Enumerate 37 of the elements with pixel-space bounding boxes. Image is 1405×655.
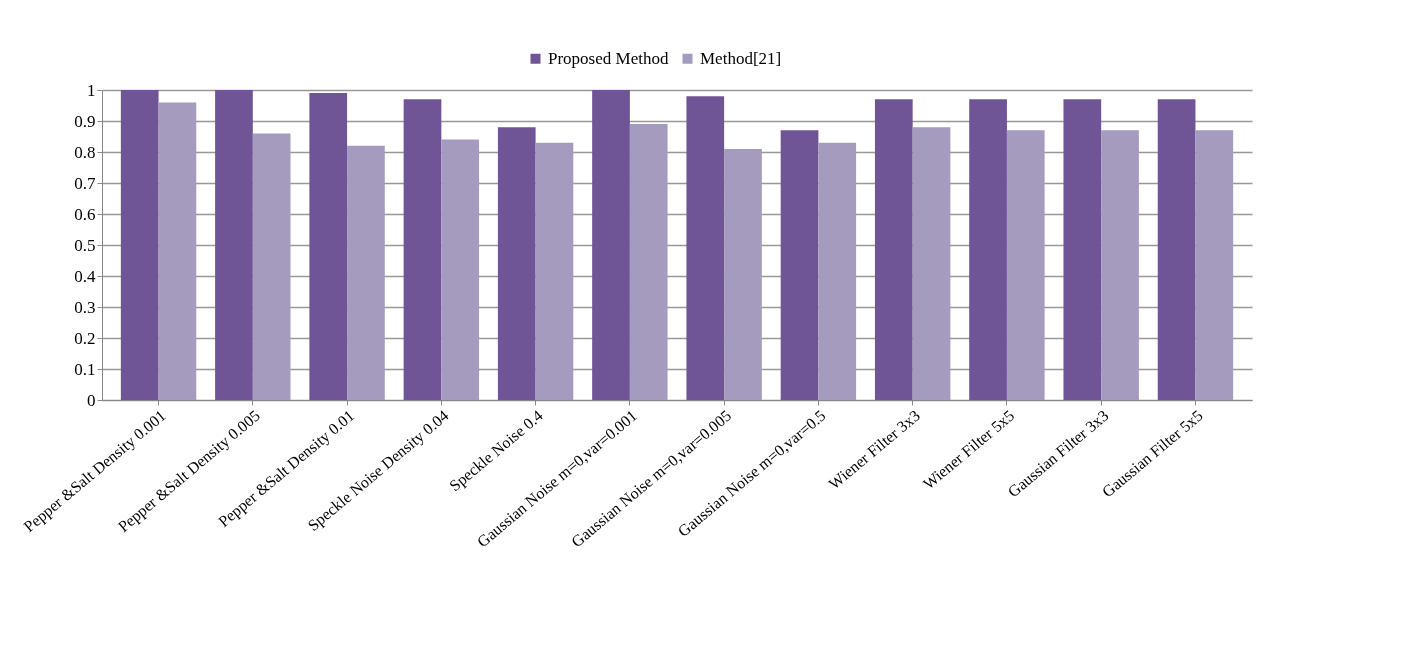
- bar: [592, 90, 630, 400]
- y-tick-label: 0.1: [74, 359, 96, 379]
- bar: [818, 142, 857, 400]
- bar: [1157, 99, 1196, 400]
- bar: [158, 102, 197, 400]
- y-tick-label: 0.3: [74, 297, 96, 317]
- bar: [724, 148, 762, 400]
- y-tick-label: 0.4: [74, 266, 96, 286]
- bar: [535, 142, 574, 400]
- bar: [874, 99, 913, 400]
- bar: [1063, 99, 1102, 400]
- bar: [780, 130, 819, 400]
- legend-label: Method[21]: [700, 48, 782, 68]
- legend-label: Proposed Method: [548, 48, 669, 68]
- bar: [309, 93, 348, 400]
- bar: [403, 99, 442, 400]
- y-tick-label: 0.2: [74, 328, 96, 348]
- bar: [629, 124, 668, 400]
- bar: [969, 99, 1007, 400]
- bar: [215, 90, 253, 400]
- y-tick-label: 1: [87, 80, 96, 100]
- y-tick-label: 0.6: [74, 204, 96, 224]
- y-tick-label: 0.5: [74, 235, 96, 255]
- y-tick-label: 0.7: [74, 173, 96, 193]
- bar: [1195, 130, 1234, 400]
- y-tick-label: 0: [87, 390, 96, 410]
- bar: [252, 133, 291, 400]
- bar: [497, 127, 536, 400]
- bar: [120, 90, 159, 400]
- bar: [912, 127, 951, 400]
- bar: [347, 145, 385, 400]
- y-tick-label: 0.9: [74, 111, 96, 131]
- bar: [1006, 130, 1045, 400]
- bar: [1101, 130, 1139, 400]
- bar: [686, 96, 725, 400]
- y-tick-label: 0.8: [74, 142, 96, 162]
- bar: [441, 139, 480, 400]
